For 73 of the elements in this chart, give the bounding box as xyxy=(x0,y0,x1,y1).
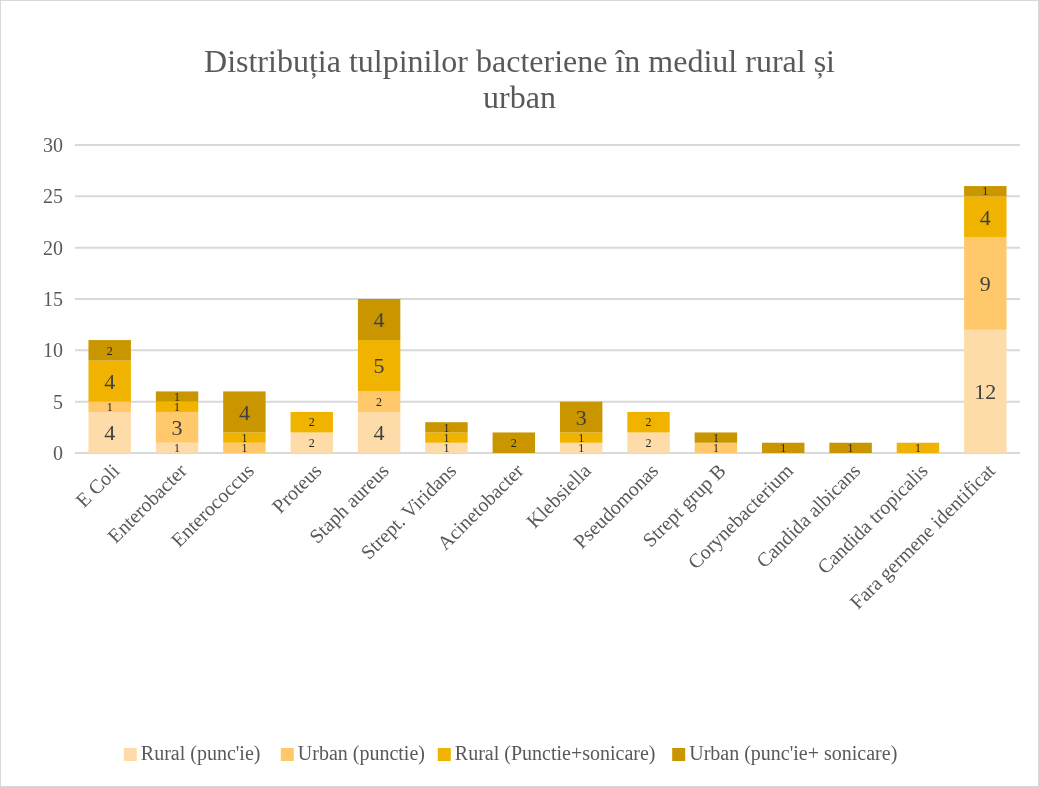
bar xyxy=(223,391,266,433)
y-tick-label: 20 xyxy=(43,236,63,259)
bar xyxy=(357,411,401,453)
data-label: 2 xyxy=(510,435,517,450)
bar xyxy=(627,432,670,453)
bar xyxy=(155,391,199,402)
bar xyxy=(896,442,940,453)
data-label: 2 xyxy=(376,394,383,409)
y-tick-label: 15 xyxy=(43,288,63,310)
data-label: 1 xyxy=(847,441,854,456)
legend-label: Urban (punc'ie+ sonicare) xyxy=(689,742,898,765)
data-label: 1 xyxy=(982,184,989,199)
data-label: 4 xyxy=(373,420,385,446)
data-label: 2 xyxy=(106,343,113,358)
data-label: 4 xyxy=(373,307,385,333)
bar xyxy=(559,401,603,433)
data-label: 1 xyxy=(443,441,450,456)
bar xyxy=(357,391,401,412)
bar xyxy=(290,411,333,433)
bar xyxy=(425,432,468,443)
data-label: 1 xyxy=(443,420,450,435)
data-label: 4 xyxy=(238,399,250,425)
bar xyxy=(627,411,670,433)
data-label: 2 xyxy=(645,415,652,430)
bar xyxy=(964,329,1007,453)
data-label: 2 xyxy=(308,415,315,430)
bar xyxy=(223,442,266,453)
bar xyxy=(694,432,738,443)
bar xyxy=(762,442,805,453)
data-label: 4 xyxy=(104,420,116,446)
y-tick-label: 30 xyxy=(43,134,63,156)
data-label: 4 xyxy=(104,368,116,394)
legend-label: Rural (punc'ie) xyxy=(140,742,261,765)
data-label: 2 xyxy=(645,435,652,450)
bar xyxy=(492,432,536,453)
legend-label: Rural (Punctie+sonicare) xyxy=(454,742,656,765)
bar xyxy=(155,411,199,443)
data-label: 12 xyxy=(974,379,997,405)
bar xyxy=(88,401,131,412)
y-tick-label: 0 xyxy=(53,442,63,464)
bar xyxy=(559,432,603,443)
data-label: 1 xyxy=(914,441,921,456)
bar xyxy=(88,411,131,453)
bar xyxy=(964,186,1007,197)
bar xyxy=(88,340,131,361)
bar xyxy=(425,422,468,433)
data-label: 9 xyxy=(979,271,991,297)
data-label: 3 xyxy=(171,415,183,441)
chart-title: Distribuția tulpinilor bacteriene în mediul rural și urban xyxy=(204,43,836,115)
bar xyxy=(357,299,401,341)
y-tick-label: 25 xyxy=(43,185,63,208)
bar xyxy=(290,432,333,453)
bar xyxy=(155,401,199,412)
data-label: 4 xyxy=(979,204,991,230)
bar xyxy=(357,340,401,392)
data-label: 2 xyxy=(308,435,315,450)
y-tick-label: 10 xyxy=(43,339,63,362)
data-label: 1 xyxy=(174,441,181,456)
bar xyxy=(694,442,738,453)
bar xyxy=(155,442,199,453)
data-label: 1 xyxy=(780,441,787,456)
bar xyxy=(425,442,468,453)
bar xyxy=(829,442,872,453)
bar xyxy=(964,237,1007,330)
bar xyxy=(223,432,266,443)
y-tick-label: 5 xyxy=(53,390,63,413)
bar xyxy=(559,442,603,453)
data-label: 5 xyxy=(373,353,385,379)
data-label: 1 xyxy=(106,400,113,414)
bar xyxy=(88,360,131,402)
bar xyxy=(964,196,1007,238)
data-label: 3 xyxy=(575,404,587,430)
legend-label: Urban (punctie) xyxy=(297,742,425,765)
